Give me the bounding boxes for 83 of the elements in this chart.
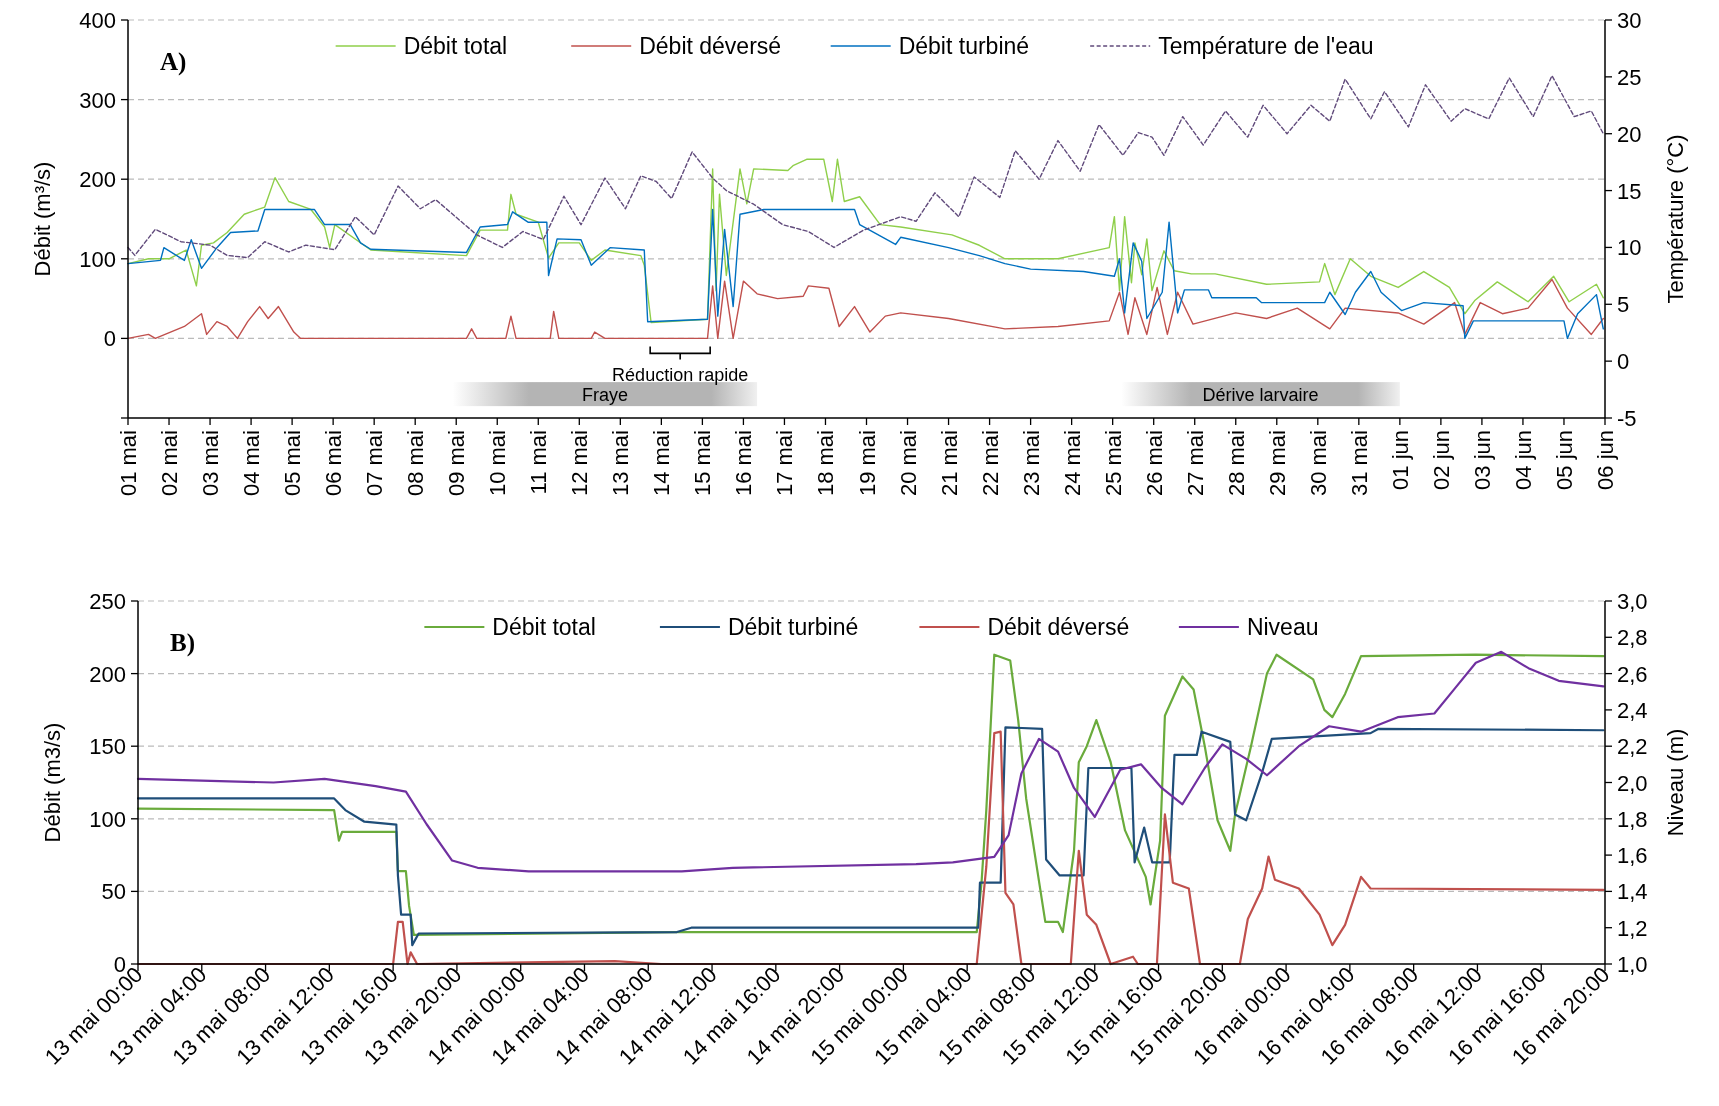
x-tick-label: 29 mai — [1264, 430, 1290, 497]
y-tick-label: 100 — [89, 806, 126, 832]
x-tick-label: 14 mai — [649, 430, 675, 497]
y2-tick-label: 2,6 — [1617, 661, 1648, 687]
x-tick-label: 18 mai — [813, 430, 839, 497]
y-tick-label: 250 — [89, 589, 126, 614]
legend-label: Débit total — [492, 614, 596, 640]
y2-tick-label: -5 — [1617, 406, 1637, 431]
y2-tick-label: 30 — [1617, 8, 1642, 33]
x-tick-label: 27 mai — [1182, 430, 1208, 497]
y2-tick-label: 15 — [1617, 178, 1642, 204]
x-tick-label: 09 mai — [444, 430, 470, 497]
legend-label: Débit déversé — [987, 614, 1130, 640]
y-tick-label: 400 — [79, 8, 116, 33]
x-tick-label: 05 mai — [280, 430, 306, 497]
x-tick-label: 03 mai — [198, 430, 224, 497]
y2-axis-title: Niveau (m) — [1663, 728, 1688, 837]
x-tick-label: 11 mai — [526, 430, 552, 495]
x-tick-label: 25 mai — [1100, 430, 1126, 497]
y-tick-label: 200 — [89, 661, 126, 687]
y2-tick-label: 2,2 — [1617, 734, 1648, 760]
x-tick-label: 13 mai — [608, 430, 634, 497]
x-tick-label: 16 mai — [731, 430, 757, 497]
text: B) — [170, 629, 195, 657]
x-tick-label: 02 jun — [1428, 430, 1454, 490]
y2-tick-label: 3,0 — [1617, 589, 1648, 614]
y2-tick-label: 1,2 — [1617, 915, 1648, 941]
y2-axis-title: Température (°C) — [1663, 134, 1688, 304]
x-tick-label: 22 mai — [977, 430, 1003, 497]
x-tick-label: 03 jun — [1469, 430, 1495, 490]
legend-label: Niveau — [1246, 614, 1319, 640]
x-tick-label: 06 mai — [321, 430, 347, 497]
y-tick-label: 0 — [103, 326, 116, 352]
x-tick-label: 19 mai — [854, 430, 880, 497]
y-tick-label: 50 — [101, 879, 126, 905]
band-label: Fraye — [581, 385, 628, 406]
x-tick-label: 04 mai — [239, 430, 265, 497]
band-label: Dérive larvaire — [1202, 385, 1319, 406]
legend-label: Débit turbiné — [727, 614, 859, 640]
y2-tick-label: 1,0 — [1617, 952, 1648, 977]
x-tick-label: 28 mai — [1223, 430, 1249, 497]
x-tick-label: 05 jun — [1551, 430, 1577, 490]
x-tick-label: 12 mai — [567, 430, 593, 497]
y2-tick-label: 20 — [1617, 121, 1642, 147]
x-tick-label: 20 mai — [895, 430, 921, 497]
y2-tick-label: 1,4 — [1617, 879, 1648, 905]
x-tick-label: 15 mai — [690, 430, 716, 497]
y-tick-label: 200 — [79, 167, 116, 193]
y2-tick-label: 25 — [1617, 64, 1642, 90]
legend-label: Débit total — [403, 33, 508, 59]
annotation: Réduction rapide — [612, 365, 749, 386]
x-tick-label: 01 jun — [1387, 430, 1413, 490]
x-tick-label: 04 jun — [1510, 430, 1536, 490]
x-tick-label: 23 mai — [1018, 430, 1044, 497]
x-tick-label: 02 mai — [157, 430, 183, 497]
y-axis-title: Débit (m3/s) — [40, 722, 65, 843]
y-tick-label: 300 — [79, 87, 116, 113]
y2-tick-label: 10 — [1617, 235, 1642, 261]
x-tick-label: 21 mai — [936, 430, 962, 497]
legend-label: Température de l'eau — [1158, 33, 1374, 59]
x-tick-label: 30 mai — [1305, 430, 1331, 497]
legend-label: Débit déversé — [639, 33, 782, 59]
x-tick-label: 31 mai — [1346, 430, 1372, 497]
y2-tick-label: 5 — [1617, 292, 1630, 318]
x-tick-label: 08 mai — [403, 430, 429, 497]
x-tick-label: 10 mai — [485, 430, 511, 497]
x-tick-label: 06 jun — [1593, 430, 1618, 490]
y-tick-label: 100 — [79, 246, 116, 272]
x-tick-label: 17 mai — [772, 430, 798, 497]
y2-tick-label: 2,4 — [1617, 697, 1648, 723]
y2-tick-label: 1,6 — [1617, 843, 1648, 869]
text: A) — [160, 48, 187, 76]
x-tick-label: 01 mai — [116, 430, 141, 497]
x-tick-label: 07 mai — [362, 430, 388, 497]
legend-label: Débit turbiné — [898, 33, 1030, 59]
y-axis-title: Débit (m³/s) — [30, 161, 55, 277]
x-tick-label: 24 mai — [1059, 430, 1085, 497]
y2-tick-label: 1,8 — [1617, 806, 1648, 832]
x-tick-label: 26 mai — [1141, 430, 1167, 497]
y-tick-label: 150 — [89, 734, 126, 760]
y2-tick-label: 2,8 — [1617, 625, 1648, 651]
y2-tick-label: 0 — [1617, 349, 1630, 375]
y2-tick-label: 2,0 — [1617, 770, 1648, 796]
